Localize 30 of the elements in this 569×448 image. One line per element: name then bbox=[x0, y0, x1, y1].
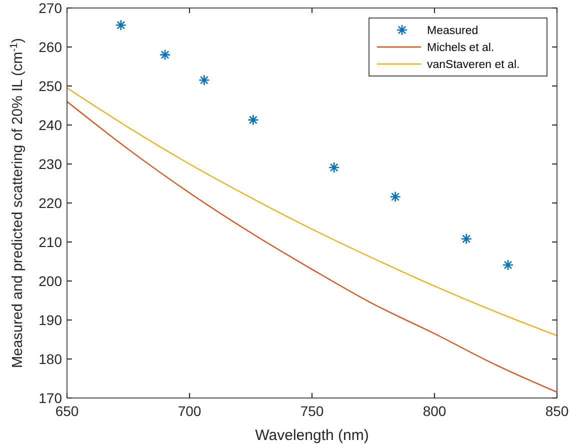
point bbox=[460, 233, 472, 245]
point bbox=[502, 259, 514, 271]
line-series bbox=[66, 87, 558, 336]
y-tick-label: 250 bbox=[38, 78, 62, 94]
y-tick-label: 180 bbox=[38, 351, 62, 367]
point bbox=[248, 114, 259, 126]
x-tick-label: 800 bbox=[422, 403, 446, 419]
legend-label: Measured bbox=[427, 25, 478, 37]
y-tick-label: 260 bbox=[38, 39, 62, 55]
point bbox=[198, 74, 210, 86]
y-tick-label: 240 bbox=[38, 117, 62, 133]
y-tick-label: 230 bbox=[38, 156, 62, 172]
point bbox=[115, 20, 127, 31]
line-series bbox=[66, 101, 558, 393]
point bbox=[390, 191, 401, 202]
y-tick-label: 270 bbox=[38, 0, 62, 16]
x-tick-label: 850 bbox=[545, 403, 569, 419]
y-tick-label: 200 bbox=[38, 273, 62, 289]
y-tick-label: 170 bbox=[38, 390, 62, 406]
y-tick-label: 190 bbox=[38, 312, 62, 328]
x-tick-label: 700 bbox=[178, 403, 202, 419]
legend-label: Michels et al. bbox=[427, 42, 494, 54]
y-tick-label: 220 bbox=[38, 195, 62, 211]
legend-label: vanStaveren et al. bbox=[427, 59, 520, 71]
x-tick-label: 750 bbox=[300, 403, 324, 419]
y-tick-label: 210 bbox=[38, 234, 62, 250]
x-tick-label: 650 bbox=[55, 403, 79, 419]
x-axis-title: Wavelength (nm) bbox=[255, 427, 369, 444]
point bbox=[159, 49, 171, 60]
point bbox=[328, 162, 340, 174]
